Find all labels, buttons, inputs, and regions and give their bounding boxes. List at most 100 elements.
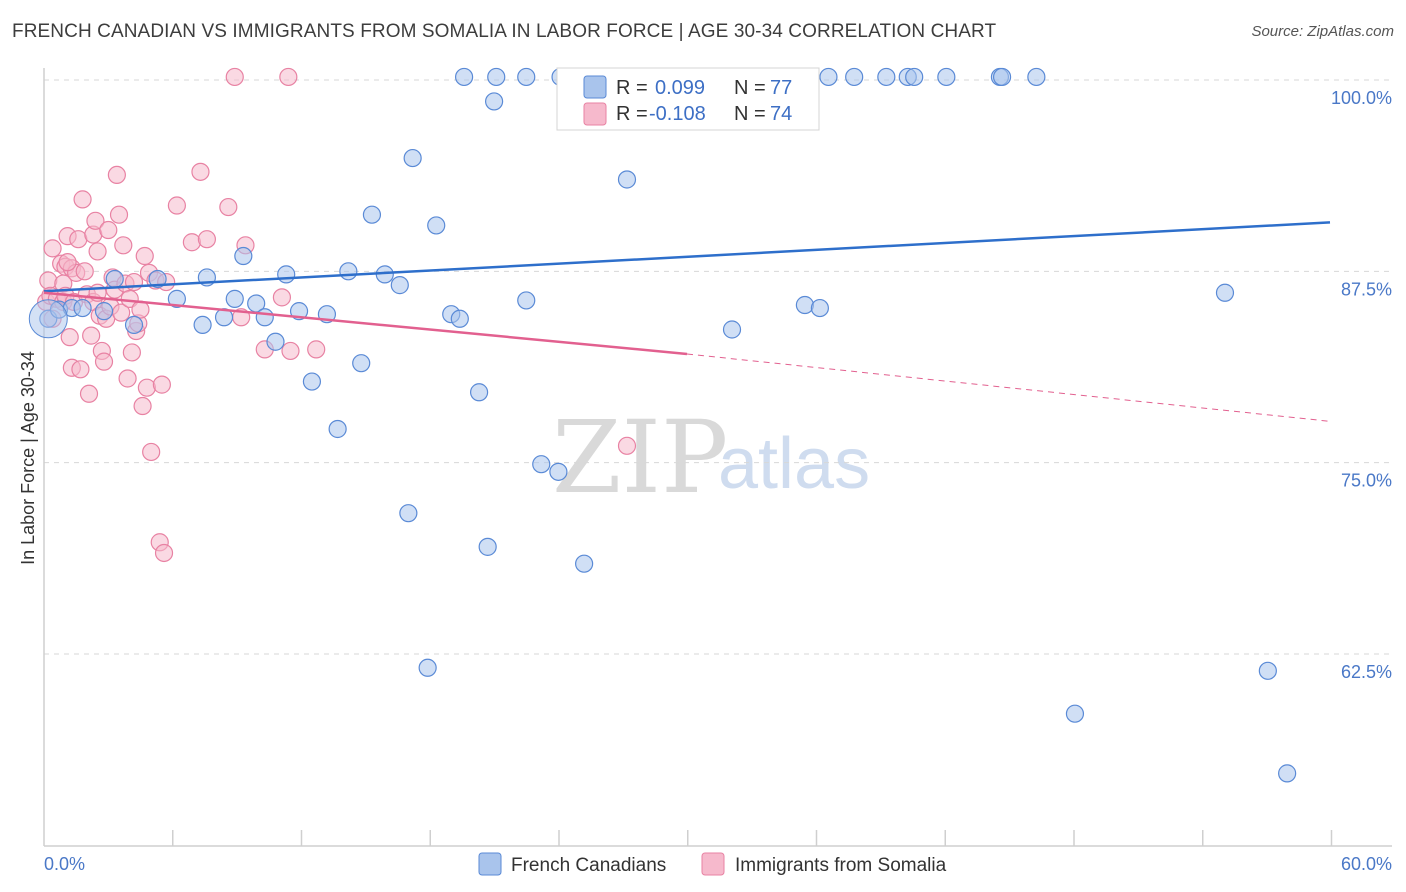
french-canadian-point [937, 67, 956, 87]
somalia-point [197, 230, 216, 249]
somalia-point [109, 205, 129, 224]
french-canadian-point [819, 67, 838, 87]
legend-n-value-pink: 74 [770, 103, 792, 125]
bottom-legend-swatch-blue [478, 852, 502, 876]
french-canadian-point [487, 67, 506, 87]
french-canadian-point [617, 170, 637, 189]
french-canadian-point [105, 269, 124, 289]
somalia-point [88, 242, 107, 261]
somalia-point [118, 369, 137, 388]
bottom-legend-swatch-pink [701, 852, 725, 876]
y-axis-label: In Labor Force | Age 30-34 [18, 351, 38, 565]
legend-n-label-pink: N = [734, 103, 766, 125]
french-canadian-point [575, 554, 594, 573]
french-canadian-point [532, 455, 551, 474]
french-canadian-point [877, 67, 896, 87]
somalia-point [142, 442, 161, 462]
y-tick-label: 100.0% [1331, 88, 1392, 108]
somalia-point [99, 220, 118, 240]
french-canadian-point [810, 298, 829, 318]
series-legend: French Canadians Immigrants from Somalia [478, 852, 947, 876]
somalia-point [86, 211, 105, 230]
source-credit: Source: ZipAtlas.com [1251, 23, 1394, 40]
chart-title: FRENCH CANADIAN VS IMMIGRANTS FROM SOMAL… [12, 21, 997, 42]
x-tick-label-max: 60.0% [1341, 854, 1392, 874]
french-canadian-point [73, 298, 92, 318]
french-canadian-point [403, 148, 422, 168]
correlation-legend: R = 0.099 N = 77 R = -0.108 N = 74 [556, 67, 820, 131]
legend-swatch-blue [583, 75, 607, 99]
somalia-point [272, 288, 292, 307]
french-canadian-point [234, 246, 253, 266]
y-tick-labels: 100.0% 87.5% 75.0% 62.5% [1331, 88, 1392, 682]
somalia-point [107, 165, 126, 185]
somalia-point [58, 253, 77, 272]
french-canadian-point [124, 315, 144, 335]
french-canadian-point [193, 315, 212, 335]
french-canadian-point [339, 262, 358, 281]
french-canadian-point [454, 67, 474, 87]
somalia-point [225, 67, 244, 87]
french-canadian-point [266, 332, 285, 351]
french-canadian-point [399, 504, 418, 523]
french-canadian-point [289, 302, 309, 321]
french-canadian-point [167, 289, 186, 308]
french-canadian-point [352, 354, 371, 373]
french-canadian-point [302, 372, 322, 391]
somalia-trend-line [43, 291, 688, 356]
somalia-point [135, 246, 154, 266]
x-axis-ticks [172, 830, 1333, 846]
somalia-point [94, 352, 114, 371]
french-canadian-point [795, 295, 814, 315]
french-canadian-point [549, 462, 568, 481]
french-canadian-point [362, 205, 382, 224]
somalia-point [43, 239, 62, 258]
french-canadian-point [94, 302, 114, 321]
french-canadian-point [845, 67, 864, 87]
y-tick-label: 87.5% [1341, 279, 1392, 299]
bottom-legend-label-blue: French Canadians [511, 855, 666, 876]
french-canadian-point [328, 419, 347, 439]
somalia-point [39, 271, 58, 290]
french-canadian-point [905, 67, 924, 87]
somalia-point [154, 543, 174, 563]
french-canadian-point [255, 308, 274, 327]
somalia-point [617, 436, 637, 455]
french-canadian-point [390, 276, 409, 295]
french-canadian-point [478, 537, 497, 556]
somalia-point [279, 67, 298, 87]
somalia-point [124, 272, 144, 292]
french-canadian-point [1258, 661, 1277, 680]
somalia-point [73, 190, 92, 209]
french-canadian-point [992, 67, 1012, 87]
french-canadian-point [1215, 283, 1235, 302]
trend-lines [43, 221, 1331, 422]
somalia-point [75, 262, 94, 281]
french-canadian-point [1027, 67, 1046, 87]
legend-swatch-pink [583, 102, 607, 126]
french-canadian-point [517, 291, 536, 310]
legend-r-label-blue: R = [616, 77, 648, 99]
somalia-point [69, 230, 88, 249]
french-canadian-points [28, 67, 1297, 783]
somalia-point [82, 326, 101, 345]
french-canadian-point [517, 67, 536, 87]
french-canadian-point [485, 92, 504, 111]
somalia-point [71, 360, 90, 379]
french-canadian-point [148, 269, 167, 289]
legend-r-value-blue: 0.099 [655, 77, 705, 99]
somalia-point [167, 196, 186, 215]
watermark-zip: ZIP [552, 399, 728, 516]
french-canadian-point [722, 320, 742, 339]
somalia-point [219, 197, 238, 217]
legend-r-label-pink: R = [616, 103, 648, 125]
french-canadian-point [1065, 704, 1085, 723]
somalia-point [114, 236, 133, 255]
legend-n-label-blue: N = [734, 77, 766, 99]
french-canadian-trend-line [43, 221, 1331, 293]
somalia-point [191, 162, 210, 181]
somalia-point [281, 341, 300, 361]
somalia-point [79, 384, 99, 403]
somalia-trend-extension [686, 353, 1331, 422]
